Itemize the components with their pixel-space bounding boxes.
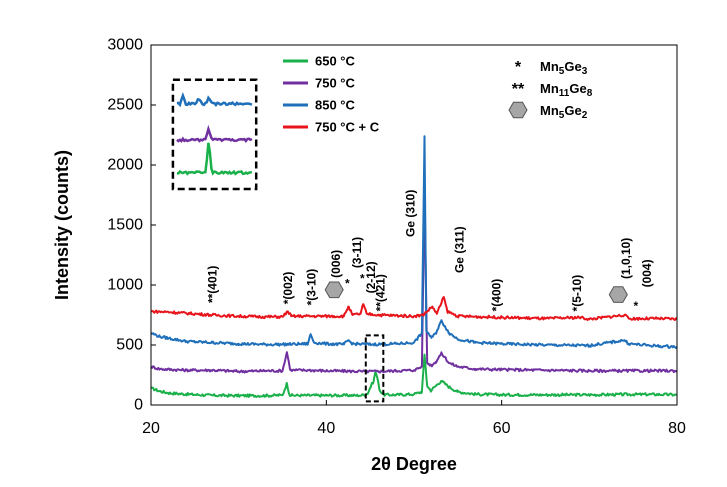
peak-label-0: **(401): [205, 266, 219, 303]
x-tick-label-3: 80: [668, 420, 686, 437]
phase-key-symbol-0: *: [515, 59, 522, 76]
y-tick-label-1: 500: [116, 337, 143, 354]
legend-label-1: 750 °C: [315, 76, 356, 91]
highlight-box: [364, 334, 385, 403]
phase-key-symbol-1: **: [512, 81, 525, 98]
y-tick-label-6: 3000: [107, 37, 143, 54]
legend-label-0: 650 °C: [315, 54, 356, 69]
y-axis-title: Intensity (counts): [52, 150, 72, 300]
y-tick-label-5: 2500: [107, 97, 143, 114]
peak-hexagon-0: [324, 281, 344, 299]
peak-label-5: (3-11): [350, 237, 364, 268]
axes: 20 40 60 80 0 500 1000 1500 2000 2500 3000 2θ Degre…: [52, 37, 686, 475]
legend-label-2: 850 °C: [315, 98, 356, 113]
x-tick-label-0: 20: [142, 420, 160, 437]
peak-label-1: *(002): [281, 272, 295, 305]
peak-labels: **(401) *(002) *(3-10)(006)*(3-11)* (2-12)*…: [205, 190, 654, 314]
peak-label-4: *: [345, 276, 350, 290]
x-tick-label-1: 40: [317, 420, 335, 437]
series-line-2: [150, 135, 678, 349]
series-line-1: [150, 188, 678, 374]
peak-label-13: (1,0,10): [619, 238, 633, 279]
phase-key-label-1: Mn11Ge8: [540, 81, 593, 100]
inset-line-1: [176, 124, 253, 144]
legend: 650 °C 750 °C 850 °C 750 °C + C: [283, 54, 380, 135]
peak-label-3: (006): [329, 250, 343, 278]
x-axis-title: 2θ Degree: [371, 454, 457, 474]
peak-label-7: (2-12): [364, 261, 378, 293]
y-tick-label-3: 1500: [107, 217, 143, 234]
phase-key-hexagon: [508, 101, 528, 119]
peak-label-6: *: [360, 272, 365, 286]
peak-label-15: (004): [640, 259, 654, 287]
legend-label-3: 750 °C + C: [315, 120, 380, 135]
peak-label-12: *(5-10): [570, 275, 584, 312]
phase-key-label-2: Mn5Ge2: [540, 103, 588, 122]
peak-label-11: *(400): [489, 279, 503, 312]
y-tick-label-0: 0: [134, 397, 143, 414]
peak-label-14: *: [633, 299, 638, 313]
series-line-3: [150, 296, 678, 321]
x-tick-label-2: 60: [493, 420, 511, 437]
series-group: [150, 135, 678, 398]
phase-key-label-0: Mn5Ge3: [540, 59, 588, 78]
inset-zoom: [171, 78, 258, 191]
series-line-0: [150, 353, 677, 398]
peak-label-8: **(421): [374, 274, 388, 311]
highlight-box-group: [364, 334, 385, 403]
y-tick-label-2: 1000: [107, 277, 143, 294]
peak-label-2: *(3-10): [304, 269, 318, 306]
inset-line-2: [176, 142, 252, 176]
inset-frame: [171, 78, 258, 191]
y-tick-label-4: 2000: [107, 157, 143, 174]
peak-label-10: Ge (311): [453, 226, 467, 273]
phase-key: * Mn5Ge3 ** Mn11Ge8 Mn5Ge2: [508, 59, 593, 122]
peak-hexagon-1: [608, 286, 628, 303]
inset-line-0: [176, 91, 253, 108]
peak-label-9: Ge (310): [404, 190, 418, 237]
